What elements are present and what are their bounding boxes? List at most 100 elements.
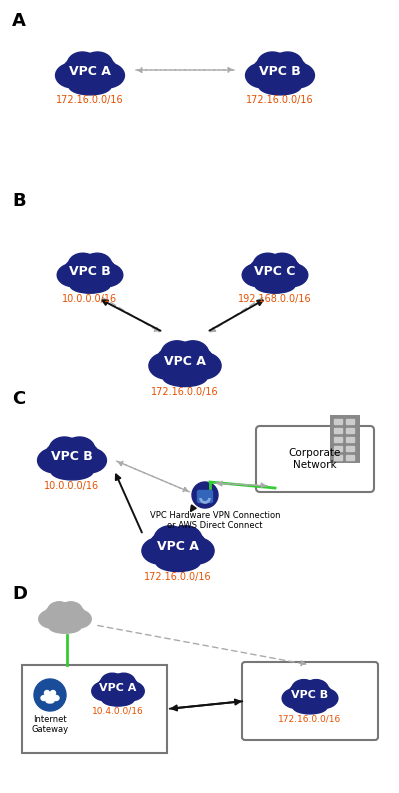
- Text: A: A: [12, 12, 26, 30]
- Ellipse shape: [245, 63, 281, 88]
- Text: Internet
Gateway: Internet Gateway: [32, 715, 69, 734]
- Ellipse shape: [142, 538, 179, 564]
- Ellipse shape: [64, 610, 91, 628]
- Ellipse shape: [45, 691, 49, 695]
- Ellipse shape: [51, 463, 93, 480]
- Ellipse shape: [92, 681, 119, 701]
- Ellipse shape: [41, 695, 47, 700]
- Text: 10.4.0.0/16: 10.4.0.0/16: [92, 707, 144, 715]
- Ellipse shape: [38, 448, 73, 473]
- Ellipse shape: [161, 341, 193, 366]
- Text: 10.0.0.0/16: 10.0.0.0/16: [44, 481, 100, 491]
- Bar: [346, 419, 354, 424]
- Ellipse shape: [282, 688, 311, 708]
- Text: VPC A: VPC A: [99, 683, 137, 693]
- Bar: [334, 437, 342, 442]
- Bar: [346, 428, 354, 433]
- Bar: [346, 446, 354, 451]
- Ellipse shape: [156, 343, 213, 381]
- Text: VPC C: VPC C: [254, 265, 296, 278]
- Circle shape: [34, 679, 66, 711]
- Ellipse shape: [253, 253, 282, 276]
- Text: VPC A: VPC A: [157, 540, 199, 553]
- Ellipse shape: [49, 621, 81, 634]
- Ellipse shape: [112, 673, 135, 691]
- Ellipse shape: [170, 526, 202, 551]
- Ellipse shape: [67, 52, 98, 76]
- Text: 172.16.0.0/16: 172.16.0.0/16: [56, 95, 124, 105]
- Ellipse shape: [63, 53, 117, 90]
- Ellipse shape: [53, 695, 59, 700]
- Bar: [334, 446, 342, 451]
- Ellipse shape: [279, 63, 314, 88]
- Ellipse shape: [163, 369, 207, 386]
- Text: VPC Hardware VPN Connection
or AWS Direct Connect: VPC Hardware VPN Connection or AWS Direc…: [150, 511, 280, 531]
- Ellipse shape: [64, 255, 116, 288]
- Ellipse shape: [59, 602, 82, 619]
- Ellipse shape: [83, 253, 112, 276]
- Ellipse shape: [117, 681, 144, 701]
- Ellipse shape: [71, 448, 107, 473]
- Ellipse shape: [274, 263, 308, 287]
- Circle shape: [192, 482, 218, 508]
- Bar: [346, 437, 354, 442]
- Ellipse shape: [44, 603, 86, 630]
- Text: VPC B: VPC B: [291, 690, 328, 700]
- FancyBboxPatch shape: [22, 665, 167, 753]
- FancyBboxPatch shape: [198, 491, 213, 503]
- Text: 172.16.0.0/16: 172.16.0.0/16: [144, 573, 212, 582]
- Ellipse shape: [48, 602, 71, 619]
- Ellipse shape: [255, 278, 295, 293]
- FancyBboxPatch shape: [242, 662, 378, 740]
- Text: VPC A: VPC A: [164, 355, 206, 368]
- Ellipse shape: [177, 538, 214, 564]
- Bar: [334, 428, 342, 433]
- Text: VPC B: VPC B: [259, 65, 301, 78]
- Text: B: B: [12, 192, 26, 210]
- Ellipse shape: [184, 352, 221, 379]
- Ellipse shape: [69, 78, 111, 95]
- Ellipse shape: [154, 526, 186, 551]
- Ellipse shape: [259, 78, 301, 95]
- Ellipse shape: [46, 699, 54, 703]
- Ellipse shape: [304, 680, 328, 699]
- Ellipse shape: [149, 527, 207, 565]
- Ellipse shape: [83, 52, 113, 76]
- Ellipse shape: [97, 674, 139, 702]
- Ellipse shape: [273, 52, 303, 76]
- Text: 172.16.0.0/16: 172.16.0.0/16: [279, 714, 342, 723]
- Ellipse shape: [257, 52, 288, 76]
- Text: VPC B: VPC B: [69, 265, 111, 278]
- Bar: [346, 455, 354, 460]
- Ellipse shape: [65, 437, 95, 461]
- Text: 172.16.0.0/16: 172.16.0.0/16: [151, 387, 219, 397]
- Ellipse shape: [293, 700, 327, 714]
- Ellipse shape: [292, 680, 316, 699]
- Ellipse shape: [89, 63, 124, 88]
- Bar: [330, 415, 360, 463]
- Ellipse shape: [45, 439, 99, 474]
- Bar: [334, 419, 342, 424]
- Ellipse shape: [149, 352, 186, 379]
- Ellipse shape: [39, 610, 66, 628]
- Ellipse shape: [268, 253, 296, 276]
- Ellipse shape: [156, 554, 200, 572]
- Ellipse shape: [70, 278, 110, 293]
- Ellipse shape: [68, 253, 97, 276]
- Ellipse shape: [177, 341, 209, 366]
- Ellipse shape: [253, 53, 307, 90]
- Ellipse shape: [101, 673, 124, 691]
- Ellipse shape: [309, 688, 338, 708]
- Text: VPC B: VPC B: [51, 450, 93, 463]
- Ellipse shape: [55, 63, 91, 88]
- Text: 172.16.0.0/16: 172.16.0.0/16: [246, 95, 314, 105]
- Ellipse shape: [51, 691, 55, 695]
- Text: 192.168.0.0/16: 192.168.0.0/16: [238, 293, 312, 304]
- Ellipse shape: [249, 255, 301, 288]
- Ellipse shape: [102, 693, 134, 706]
- Text: C: C: [12, 390, 25, 408]
- Text: VPC A: VPC A: [69, 65, 111, 78]
- Ellipse shape: [57, 263, 91, 287]
- Text: D: D: [12, 585, 27, 603]
- Ellipse shape: [89, 263, 123, 287]
